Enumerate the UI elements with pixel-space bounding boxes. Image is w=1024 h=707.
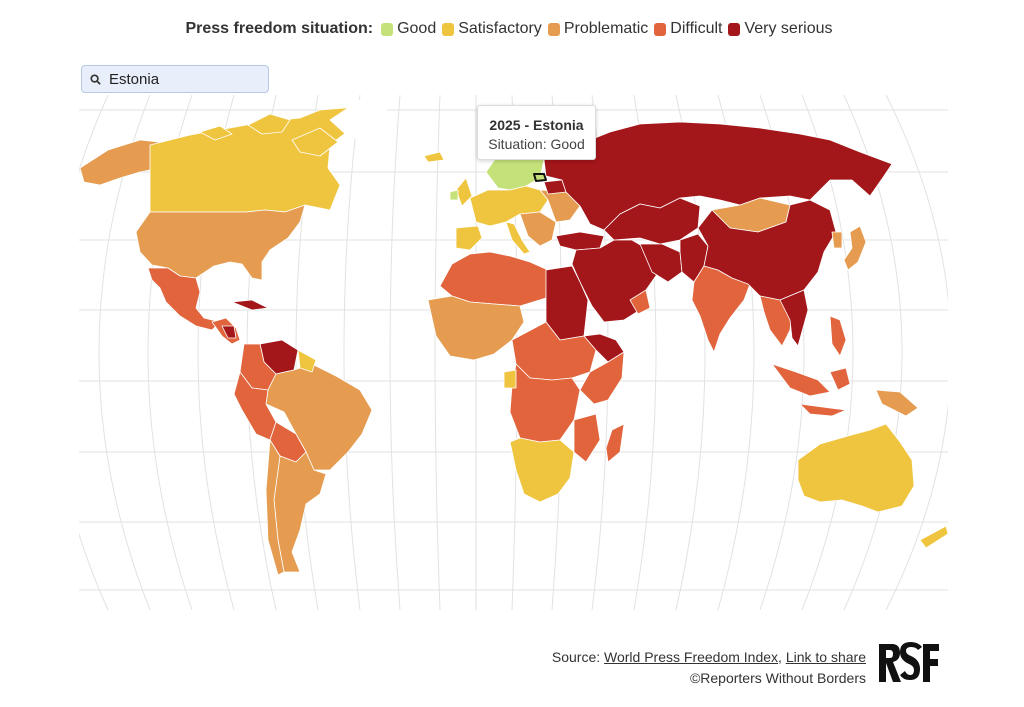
region-uk[interactable] <box>455 177 473 207</box>
region-australia[interactable] <box>797 423 915 513</box>
region-mexico[interactable] <box>147 267 221 331</box>
region-congo[interactable] <box>509 363 581 443</box>
legend-swatch-good <box>381 22 394 36</box>
copyright-text: ©Reporters Without Borders <box>689 670 866 686</box>
footer-credits: Source: World Press Freedom Index, Link … <box>552 647 866 689</box>
search-icon <box>90 73 101 85</box>
region-china[interactable] <box>697 199 837 301</box>
legend-swatch-very-serious <box>728 22 741 36</box>
region-madagascar[interactable] <box>605 423 625 463</box>
source-prefix: Source: <box>551 649 601 665</box>
legend: Press freedom situation: Good Satisfacto… <box>0 20 1024 38</box>
tooltip-situation: Situation: Good <box>488 136 585 152</box>
region-gabon[interactable] <box>503 369 517 389</box>
legend-label-satisfactory: Satisfactory <box>458 20 542 37</box>
region-new-zealand[interactable] <box>919 525 948 549</box>
search-box[interactable] <box>81 65 269 93</box>
legend-item-very-serious[interactable]: Very serious <box>728 20 833 38</box>
region-balkans[interactable] <box>519 211 557 247</box>
region-ireland[interactable] <box>449 189 459 201</box>
source-line: Source: World Press Freedom Index, Link … <box>552 647 866 668</box>
region-indonesia[interactable] <box>771 363 851 417</box>
region-canada-islands[interactable] <box>199 113 339 157</box>
legend-label-difficult: Difficult <box>670 20 723 37</box>
region-guyana[interactable] <box>297 349 317 373</box>
legend-swatch-difficult <box>654 22 667 36</box>
region-korea[interactable] <box>831 231 843 249</box>
legend-title: Press freedom situation: <box>185 20 374 37</box>
region-estonia-highlight[interactable] <box>533 173 547 182</box>
legend-label-very-serious: Very serious <box>744 20 833 37</box>
region-cuba[interactable] <box>231 299 269 311</box>
region-mozambique[interactable] <box>573 413 601 463</box>
region-png[interactable] <box>875 389 919 417</box>
region-brazil[interactable] <box>265 363 373 471</box>
region-usa[interactable] <box>135 204 306 281</box>
region-west-africa[interactable] <box>427 295 525 361</box>
region-western-europe[interactable] <box>469 185 549 227</box>
legend-item-good[interactable]: Good <box>381 20 436 38</box>
region-philippines[interactable] <box>829 315 847 357</box>
legend-item-problematic[interactable]: Problematic <box>547 20 649 38</box>
legend-swatch-problematic <box>547 22 560 36</box>
rsf-logo[interactable] <box>878 642 940 684</box>
region-italy[interactable] <box>505 221 531 255</box>
map-area <box>79 95 948 610</box>
region-iceland[interactable] <box>423 151 445 163</box>
legend-label-problematic: Problematic <box>563 20 649 37</box>
legend-swatch-satisfactory <box>442 22 455 36</box>
region-oman[interactable] <box>629 289 651 315</box>
region-turkey[interactable] <box>555 231 605 251</box>
region-nicaragua[interactable] <box>221 325 237 339</box>
region-myanmar-vietnam[interactable] <box>779 289 809 347</box>
map-tooltip: 2025 - Estonia Situation: Good <box>477 105 596 160</box>
region-japan[interactable] <box>843 225 867 271</box>
region-chile[interactable] <box>265 439 285 576</box>
legend-label-good: Good <box>397 20 437 37</box>
tooltip-title: 2025 - Estonia <box>489 117 584 133</box>
source-separator: , <box>778 649 782 665</box>
region-southern-africa[interactable] <box>509 437 575 503</box>
search-input[interactable] <box>109 70 259 88</box>
legend-item-difficult[interactable]: Difficult <box>654 20 722 38</box>
region-east-africa[interactable] <box>579 351 625 405</box>
source-link[interactable]: World Press Freedom Index <box>604 649 779 665</box>
share-link[interactable]: Link to share <box>785 649 866 665</box>
region-greenland <box>329 99 391 141</box>
region-caucasus-central-asia[interactable] <box>603 197 701 245</box>
region-iberia[interactable] <box>455 225 483 251</box>
legend-item-satisfactory[interactable]: Satisfactory <box>442 20 542 38</box>
